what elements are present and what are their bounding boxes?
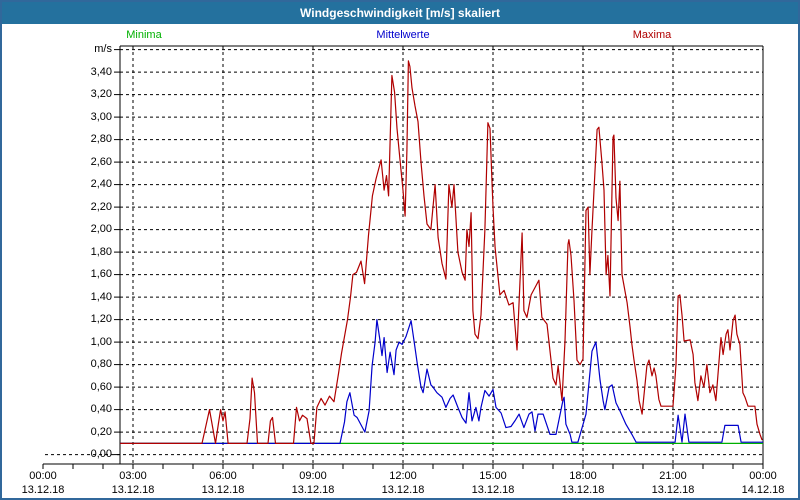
y-axis-tick-label: 2,60 <box>90 155 112 168</box>
series-line-maxima <box>120 60 763 444</box>
x-axis-date-label: 13.12.18 <box>561 484 605 496</box>
y-axis-tick-label: 1,60 <box>90 268 112 281</box>
title-bar: Windgeschwindigkeit [m/s] skaliert <box>2 2 798 24</box>
y-axis-tick-label: 1,80 <box>90 245 112 258</box>
x-axis-time-label: 03:00 <box>119 470 147 482</box>
x-axis-date-label: 14.12.18 <box>741 484 785 496</box>
x-axis-date-label: 13.12.18 <box>651 484 695 496</box>
y-axis-tick-label: 0,20 <box>90 425 112 438</box>
y-axis-tick-label: 3,20 <box>90 88 112 101</box>
x-axis-date-label: 13.12.18 <box>111 484 155 496</box>
x-axis-date-label: 13.12.18 <box>471 484 515 496</box>
x-axis-time-label: 21:00 <box>659 470 687 482</box>
x-axis-time-label: 09:00 <box>299 470 327 482</box>
y-axis-tick-label: 2,40 <box>90 178 112 191</box>
y-axis-tick-label: 0,60 <box>90 380 112 393</box>
y-axis-tick-label: 2,20 <box>90 200 112 213</box>
y-axis-tick-label: 3,40 <box>90 65 112 78</box>
x-axis-date-label: 13.12.18 <box>201 484 245 496</box>
y-axis-tick-label: 2,80 <box>90 133 112 146</box>
y-axis-tick-label: 3,00 <box>90 110 112 123</box>
window-title: Windgeschwindigkeit [m/s] skaliert <box>300 6 500 20</box>
y-axis-unit-label: m/s <box>94 43 112 56</box>
series-line-mittelwerte <box>120 319 763 444</box>
x-axis-time-label: 18:00 <box>569 470 597 482</box>
y-axis-tick-label: 1,40 <box>90 290 112 303</box>
y-axis-tick-label: 1,00 <box>90 335 112 348</box>
y-axis-tick-label: 0,40 <box>90 403 112 416</box>
y-axis-tick-label: 0,00 <box>90 448 112 461</box>
legend-label-maxima: Maxima <box>632 29 672 41</box>
x-axis-date-label: 13.12.18 <box>381 484 425 496</box>
legend-label-mittelwerte: Mittelwerte <box>376 29 430 41</box>
x-axis-time-label: 15:00 <box>479 470 507 482</box>
x-axis-date-label: 13.12.18 <box>291 484 335 496</box>
x-axis-time-label: 06:00 <box>209 470 237 482</box>
x-axis-time-label: 12:00 <box>389 470 417 482</box>
legend-label-minima: Minima <box>126 29 162 41</box>
x-axis-time-label: 00:00 <box>29 470 57 482</box>
y-axis-tick-label: 0,80 <box>90 358 112 371</box>
x-axis-time-label: 00:00 <box>749 470 777 482</box>
y-axis-tick-label: 1,20 <box>90 313 112 326</box>
x-axis-date-label: 13.12.18 <box>21 484 65 496</box>
y-axis-tick-label: 2,00 <box>90 223 112 236</box>
